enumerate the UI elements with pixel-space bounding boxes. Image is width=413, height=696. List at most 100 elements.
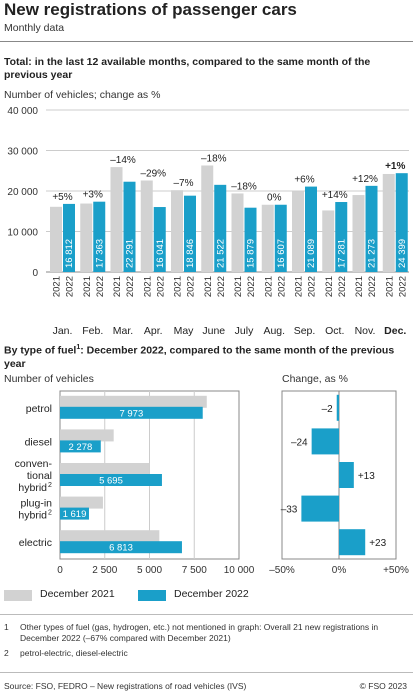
bar-dec-2022 (60, 440, 101, 453)
bar-2022 (244, 207, 257, 272)
page-title: New registrations of passenger cars (4, 0, 297, 19)
x-year-label: 2021 (324, 276, 335, 297)
x-year-label: 2021 (173, 276, 184, 297)
bar-value-label: 6 813 (109, 543, 133, 554)
legend-label-2022: December 2022 (174, 588, 249, 600)
change-value-label: +23 (369, 538, 386, 549)
category-label: electric (19, 537, 52, 549)
section2-heading-pre: By type of fuel (4, 344, 77, 357)
x-year-label: 2022 (155, 276, 166, 297)
bar-2022 (93, 201, 106, 272)
bar-value-label: 7 973 (119, 408, 143, 419)
x-tick-label: 0 (57, 565, 63, 576)
source-note: Source: FSO, FEDRO – New registrations o… (4, 681, 247, 691)
footnote-2-mark: 2 (4, 648, 9, 658)
x-year-label: 2021 (203, 276, 214, 297)
change-label: –7% (173, 178, 193, 189)
footnote-1-mark: 1 (4, 622, 9, 632)
x-category-label: Mar. (113, 325, 133, 337)
bar-dec-2021 (60, 429, 114, 442)
x-year-label: 2022 (95, 276, 106, 297)
x-tick-label: 7 500 (182, 565, 207, 576)
bar-value-label: 2 278 (68, 442, 92, 453)
bar-2022 (274, 204, 287, 272)
x-category-label: Jan. (53, 325, 73, 337)
bar-value-label: 24 399 (397, 239, 408, 268)
page-subtitle: Monthly data (4, 22, 65, 34)
x-year-label: 2021 (263, 276, 274, 297)
x-category-label: July (235, 325, 254, 337)
x-year-label: 2021 (112, 276, 123, 297)
x-year-label: 2021 (384, 276, 395, 297)
section2-heading-post: : December 2022, compared to the same mo… (4, 344, 395, 370)
bar-dec-2021 (60, 463, 150, 475)
change-bar (301, 495, 339, 522)
x-tick-label: +50% (383, 565, 409, 576)
bar-value-label: 16 607 (276, 239, 287, 268)
bar-2022 (214, 184, 227, 272)
bar-2021 (140, 180, 153, 272)
bar-2022 (63, 203, 75, 272)
change-bar (339, 529, 366, 556)
change-label: +6% (294, 175, 314, 186)
bar-dec-2022 (60, 507, 89, 520)
copyright: © FSO 2023 (359, 681, 407, 691)
x-category-label: Oct. (325, 325, 344, 337)
y-tick-label: 10 000 (7, 228, 38, 239)
change-label: 0% (267, 193, 282, 204)
bar-2021 (80, 203, 93, 272)
change-bar (336, 394, 339, 421)
bar-value-label: 16 812 (64, 239, 75, 268)
section2-heading-sup: 1 (76, 344, 81, 351)
change-label: –18% (201, 153, 227, 164)
x-year-label: 2022 (276, 276, 287, 297)
y-tick-label: 40 000 (7, 106, 38, 117)
change-label: +12% (352, 174, 378, 185)
bar-2021 (352, 195, 365, 272)
x-category-label: Dec. (384, 325, 406, 337)
bar-value-label: 21 089 (306, 239, 317, 268)
x-tick-label: 2 500 (92, 565, 117, 576)
x-year-label: 2022 (65, 276, 76, 297)
bar-2022 (184, 195, 196, 272)
category-label: diesel (25, 436, 52, 448)
change-bar (311, 428, 339, 455)
section2-right-unit: Change, as % (282, 373, 348, 385)
bar-2021 (292, 191, 304, 272)
x-year-label: 2022 (125, 276, 136, 297)
divider-footnotes (0, 614, 413, 615)
y-tick-label: 0 (32, 268, 38, 279)
category-footnote-mark: 2 (48, 482, 52, 489)
legend-swatch-2022 (138, 590, 166, 601)
section2-left-unit: Number of vehicles (4, 373, 94, 385)
x-year-label: 2021 (52, 276, 63, 297)
bar-2022 (153, 207, 166, 272)
y-tick-label: 30 000 (7, 147, 38, 158)
x-tick-label: 5 000 (137, 565, 162, 576)
x-year-label: 2022 (367, 276, 378, 297)
footnote-1-text: Other types of fuel (gas, hydrogen, etc.… (20, 622, 379, 643)
bar-2021 (171, 190, 183, 272)
bar-2022 (123, 181, 136, 272)
x-year-label: 2021 (142, 276, 153, 297)
bar-2021 (201, 165, 214, 272)
x-year-label: 2021 (82, 276, 93, 297)
bar-2021 (261, 204, 274, 272)
category-label: plug-in (20, 498, 52, 510)
category-label: petrol (26, 403, 52, 415)
legend-swatch-2021 (4, 590, 32, 601)
fuel-type-bar-chart: 0 2 500 5 000 7 500 10 000 7 973 petrol 2 278 di… (15, 390, 409, 576)
x-category-label: Nov. (355, 325, 376, 337)
x-tick-label: 0% (332, 565, 347, 576)
section1-heading: Total: in the last 12 available months, … (4, 56, 371, 81)
bar-2022 (305, 186, 317, 272)
bar-2022 (395, 173, 408, 272)
x-year-label: 2022 (216, 276, 227, 297)
bar-2021 (231, 193, 244, 272)
bar-value-label: 21 273 (367, 239, 378, 268)
bar-dec-2021 (60, 530, 160, 543)
change-value-label: –24 (291, 437, 308, 448)
bar-dec-2022 (60, 406, 203, 419)
